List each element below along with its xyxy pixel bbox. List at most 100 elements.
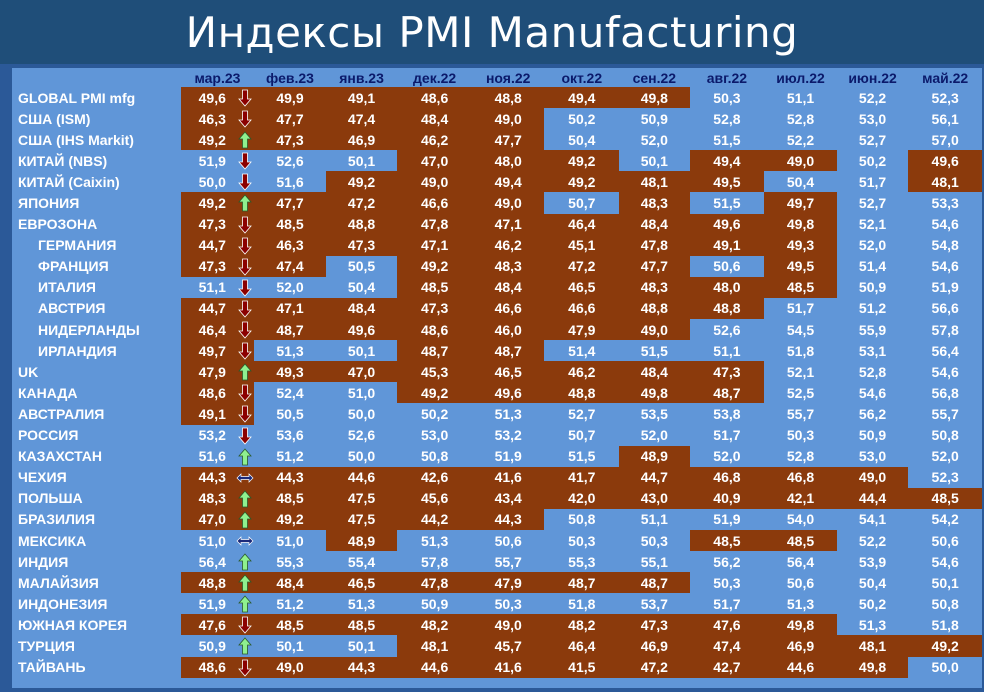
arrow-down-icon <box>238 406 253 424</box>
pmi-value-cell: 52,0 <box>619 424 690 446</box>
pmi-value: 56,2 <box>713 553 741 570</box>
pmi-value: 41,5 <box>568 659 596 676</box>
pmi-value: 51,3 <box>420 532 449 549</box>
pmi-value-cell: 55,4 <box>325 551 398 573</box>
pmi-value: 50,9 <box>198 637 226 654</box>
pmi-value: 48,8 <box>198 574 226 591</box>
pmi-value: 50,3 <box>786 427 815 444</box>
pmi-value: 46,3 <box>276 237 304 254</box>
pmi-value: 51,7 <box>786 300 815 317</box>
pmi-value: 47,7 <box>494 131 522 148</box>
pmi-value: 51,0 <box>276 532 304 549</box>
pmi-value: 52,7 <box>568 405 596 422</box>
pmi-value-cell: 52,8 <box>764 445 837 467</box>
pmi-value-cell: 51,2 <box>254 445 326 467</box>
pmi-value: 56,4 <box>931 342 959 359</box>
pmi-value-cell: 44,3 <box>325 656 398 678</box>
pmi-value-cell: 51,5 <box>689 192 765 214</box>
pmi-value-cell: 49,5 <box>764 255 837 277</box>
pmi-value: 56,2 <box>858 405 887 422</box>
pmi-value: 48,1 <box>931 173 959 190</box>
pmi-value-cell: 47,5 <box>325 487 398 509</box>
pmi-value-cell: 51,8 <box>908 614 982 636</box>
pmi-value: 50,7 <box>568 195 596 212</box>
pmi-value: 47,4 <box>713 637 741 654</box>
pmi-value-cell: 47,6 <box>689 614 765 636</box>
pmi-value-cell: 44,7 <box>619 466 690 488</box>
arrow-down-icon <box>238 173 253 191</box>
table-row: КАНАДА 48,6 52,4 51,0 49,2 49,6 48,8 49,8 48,7 52… <box>12 382 982 404</box>
pmi-value-cell: 47,8 <box>397 213 472 235</box>
pmi-value-cell: 56,1 <box>908 108 982 130</box>
pmi-value: 56,8 <box>931 384 959 401</box>
pmi-value: 51,1 <box>198 279 226 296</box>
pmi-value-cell: 51,3 <box>325 593 398 615</box>
pmi-value-cell: 41,6 <box>471 466 545 488</box>
row-label: ТУРЦИЯ <box>12 635 181 657</box>
pmi-value-cell: 49,2 <box>397 382 472 404</box>
pmi-value: 48,6 <box>198 384 226 401</box>
arrow-down-icon <box>238 89 253 107</box>
table-row: КИТАЙ (Caixin) 50,0 51,6 49,2 49,0 49,4 49,2 48… <box>12 171 982 193</box>
pmi-value-cell: 52,6 <box>254 150 326 172</box>
column-header: июн.22 <box>836 68 909 87</box>
row-label: ИНДИЯ <box>12 551 181 573</box>
pmi-value: 48,9 <box>640 448 668 465</box>
pmi-value-cell: 46,4 <box>180 319 255 341</box>
pmi-value-cell: 51,0 <box>254 529 326 552</box>
pmi-value-cell: 50,3 <box>689 87 765 109</box>
pmi-value-cell: 49,8 <box>836 656 909 678</box>
pmi-value-cell: 47,9 <box>471 572 545 594</box>
pmi-value: 49,8 <box>640 89 668 106</box>
pmi-value-cell: 50,4 <box>764 171 837 193</box>
pmi-value-cell: 47,2 <box>544 255 620 277</box>
pmi-value-cell: 44,7 <box>180 234 255 256</box>
pmi-value-cell: 50,5 <box>254 403 326 425</box>
pmi-value: 50,3 <box>640 532 668 549</box>
pmi-value: 51,4 <box>568 342 596 359</box>
pmi-value: 49,9 <box>276 89 304 106</box>
row-label: ИТАЛИЯ <box>12 276 181 298</box>
pmi-value: 56,4 <box>198 553 226 570</box>
pmi-value-cell: 52,5 <box>764 382 837 404</box>
pmi-value: 48,5 <box>420 279 449 296</box>
pmi-value-cell: 50,8 <box>908 424 982 446</box>
pmi-value: 46,4 <box>568 637 596 654</box>
pmi-value-cell: 49,0 <box>619 319 690 341</box>
pmi-value: 49,7 <box>786 195 815 212</box>
pmi-value: 51,3 <box>494 405 522 422</box>
pmi-value-cell: 47,4 <box>325 108 398 130</box>
row-label: АВСТРИЯ <box>12 297 181 320</box>
pmi-value: 54,6 <box>931 258 959 275</box>
pmi-value-cell: 44,6 <box>397 656 472 678</box>
pmi-value-cell: 52,0 <box>254 276 326 298</box>
pmi-value-cell: 48,7 <box>689 382 765 404</box>
pmi-value: 46,2 <box>420 131 449 148</box>
pmi-value-cell: 48,3 <box>471 255 545 277</box>
pmi-value: 53,2 <box>494 427 522 444</box>
table-row: ИНДОНЕЗИЯ 51,9 51,2 51,3 50,9 50,3 51,8 53,7 51,… <box>12 593 982 615</box>
pmi-value: 49,2 <box>420 258 449 275</box>
pmi-value: 52,8 <box>786 110 815 127</box>
pmi-value-cell: 50,2 <box>836 150 909 172</box>
pmi-value-cell: 49,7 <box>764 192 837 214</box>
row-label: ПОЛЬША <box>12 487 181 509</box>
row-label: РОССИЯ <box>12 424 181 446</box>
table-row: МЕКСИКА 51,0 51,0 48,9 51,3 50,6 50,3 50,3 48,5 4… <box>12 529 982 552</box>
column-header: янв.23 <box>325 68 398 87</box>
pmi-value-cell: 50,4 <box>836 572 909 594</box>
pmi-value-cell: 47,5 <box>325 508 398 530</box>
pmi-value-cell: 52,2 <box>836 529 909 552</box>
table-row: ГЕРМАНИЯ 44,7 46,3 47,3 47,1 46,2 45,1 47,8 49,1… <box>12 234 982 256</box>
pmi-value: 48,6 <box>420 89 449 106</box>
pmi-value-cell: 47,2 <box>325 192 398 214</box>
pmi-value-cell: 51,7 <box>689 424 765 446</box>
pmi-value: 48,5 <box>276 616 304 633</box>
pmi-value-cell: 46,6 <box>397 192 472 214</box>
pmi-value: 47,5 <box>347 511 376 528</box>
arrow-down-icon <box>238 616 253 634</box>
pmi-value: 52,2 <box>858 532 887 549</box>
pmi-value-cell: 50,0 <box>908 656 982 678</box>
arrow-up-icon <box>238 511 253 529</box>
pmi-value-cell: 50,1 <box>254 635 326 657</box>
